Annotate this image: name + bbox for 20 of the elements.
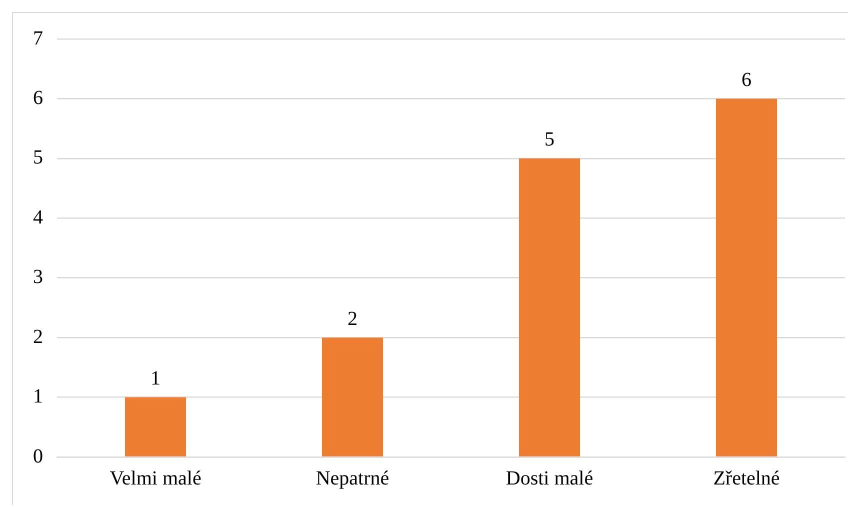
bar bbox=[518, 158, 580, 456]
y-tick-label: 7 bbox=[33, 27, 43, 50]
data-label: 5 bbox=[544, 128, 554, 151]
data-label: 2 bbox=[348, 308, 358, 330]
data-label: 1 bbox=[150, 368, 160, 390]
y-tick-label: 0 bbox=[33, 445, 43, 468]
bar bbox=[716, 98, 778, 456]
y-tick-label: 4 bbox=[33, 206, 43, 228]
x-tick-label: Nepatrné bbox=[316, 467, 390, 490]
bar bbox=[322, 338, 384, 456]
bar bbox=[124, 397, 186, 456]
y-tick-label: 1 bbox=[33, 386, 43, 408]
data-label: 6 bbox=[742, 68, 752, 91]
y-tick-label: 2 bbox=[33, 326, 43, 348]
y-tick-label: 5 bbox=[33, 146, 43, 169]
y-tick-label: 3 bbox=[33, 266, 43, 288]
x-tick-label: Zřetelné bbox=[713, 467, 780, 490]
x-tick-label: Dosti malé bbox=[506, 467, 594, 490]
x-tick-label: Velmi malé bbox=[110, 467, 202, 490]
y-tick-label: 6 bbox=[33, 86, 43, 109]
